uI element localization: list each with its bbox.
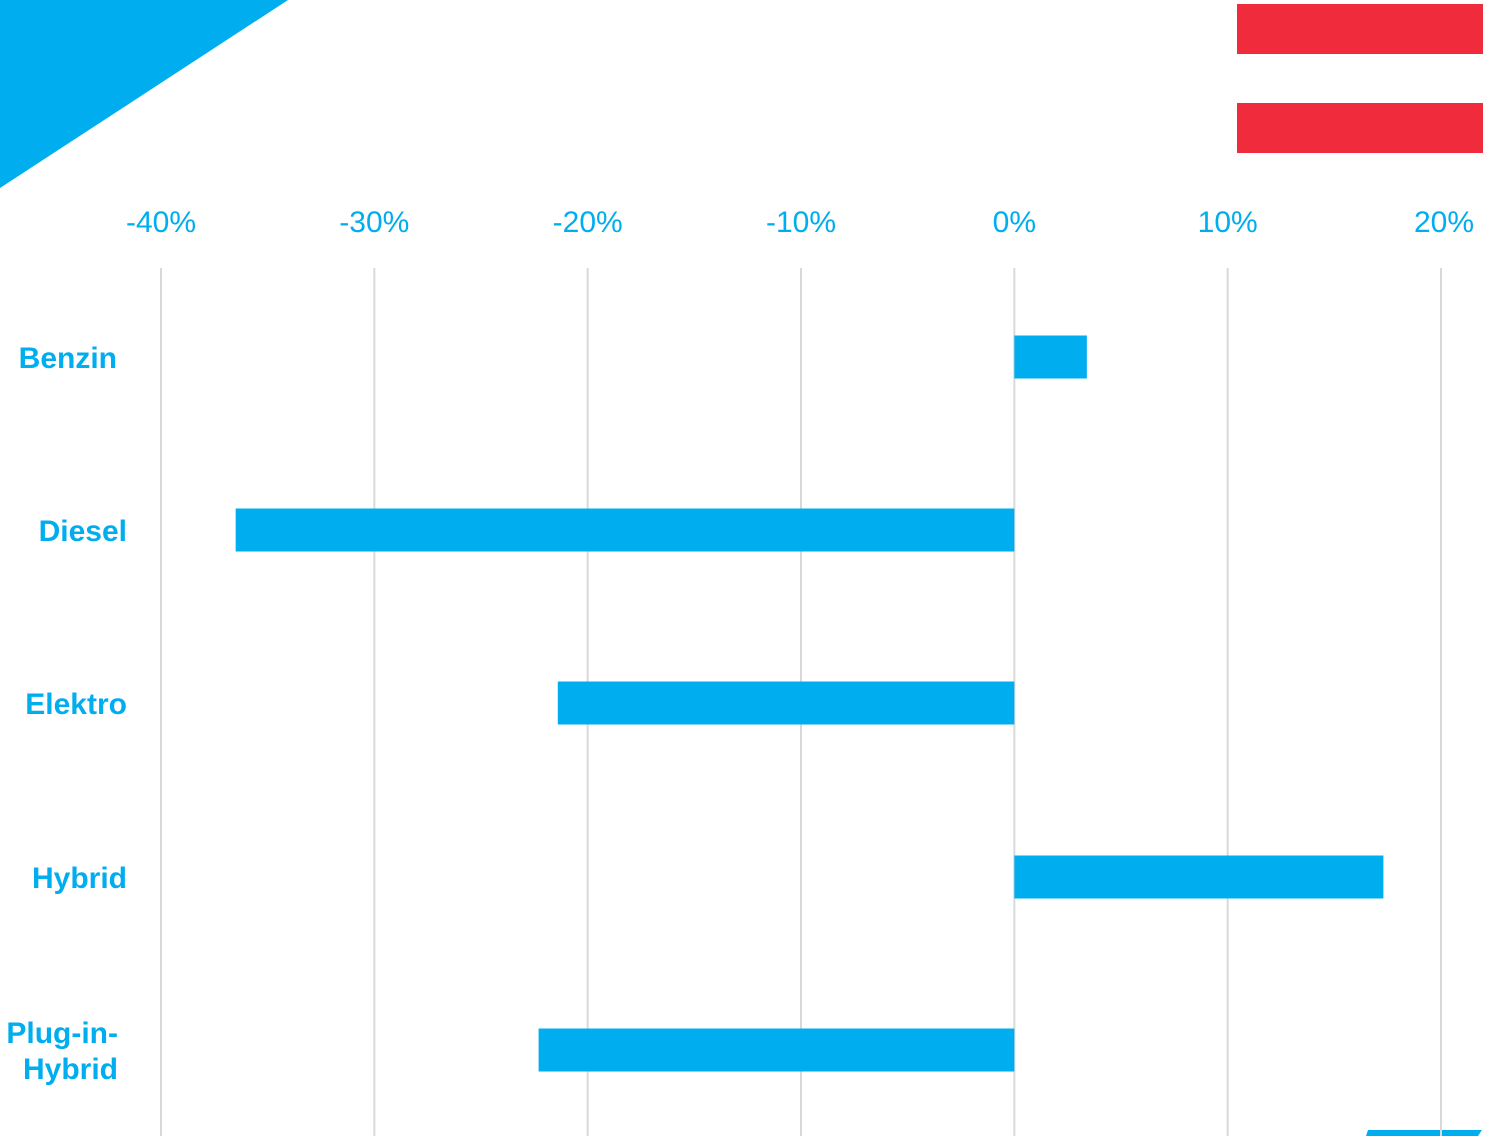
blue-corner-triangle [0, 0, 288, 188]
bar-hybrid [1014, 855, 1384, 899]
category-label-line: Hybrid [32, 862, 127, 895]
category-label: Benzin [19, 342, 117, 375]
x-axis-tick-labels: -40% -30% -20% -10% 0% 10% 20% [126, 206, 1474, 239]
bar-elektro [557, 681, 1015, 725]
category-label-line: Hybrid [23, 1053, 118, 1086]
x-tick-label: 10% [1198, 206, 1258, 239]
x-tick-label: -30% [339, 206, 409, 239]
x-tick-label: 0% [993, 206, 1036, 239]
bar-plug-in-hybrid [538, 1028, 1015, 1072]
flag-stripe-top [1237, 4, 1483, 54]
category-label: Plug-in-Hybrid [6, 1017, 118, 1086]
x-tick-label: -10% [766, 206, 836, 239]
category-label: Hybrid [32, 862, 127, 895]
flag-stripe-bottom [1237, 103, 1483, 153]
x-tick-label: -20% [553, 206, 623, 239]
bar-diesel [235, 508, 1015, 552]
category-label: Diesel [39, 515, 127, 548]
bar-benzin [1014, 335, 1087, 379]
blue-bottom-accent [1366, 1130, 1482, 1136]
bars [235, 335, 1384, 1072]
category-label: Elektro [25, 688, 127, 721]
category-label-line: Diesel [39, 515, 127, 548]
category-label-line: Elektro [25, 688, 127, 721]
x-tick-label: 20% [1414, 206, 1474, 239]
category-label-line: Benzin [19, 342, 117, 375]
category-label-line: Plug-in- [6, 1017, 118, 1050]
x-tick-label: -40% [126, 206, 196, 239]
